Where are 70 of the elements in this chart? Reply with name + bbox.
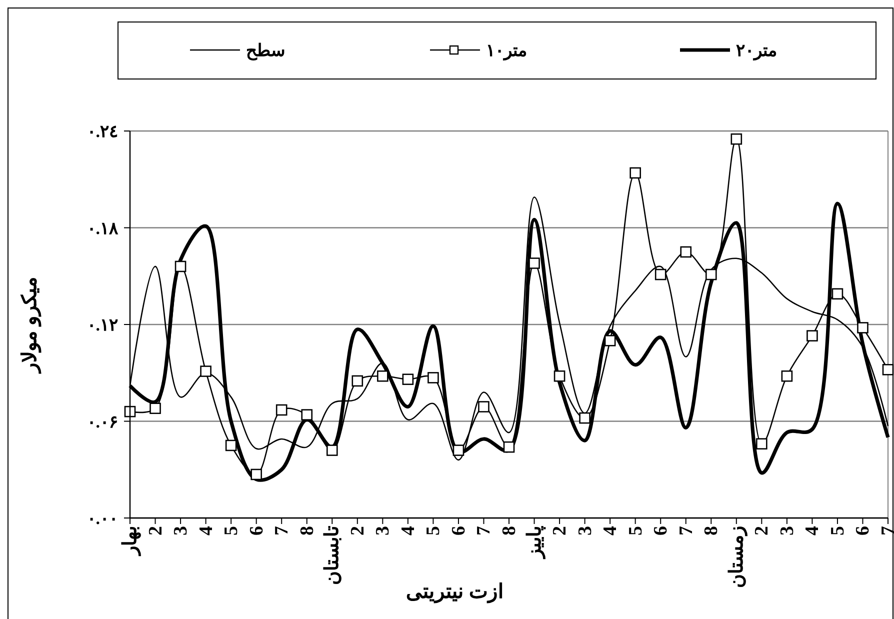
x-tick-label: 2 — [347, 526, 368, 536]
legend-label: ۱۰متر — [486, 41, 527, 61]
point — [225, 440, 237, 452]
x-tick-label: 8 — [701, 526, 722, 536]
y-tick-label: ۰.۰۶ — [86, 412, 118, 432]
point — [428, 372, 439, 384]
x-tick-label: تابستان — [322, 526, 344, 585]
point — [301, 409, 313, 420]
x-tick-label: 6 — [246, 526, 268, 536]
point — [781, 370, 793, 382]
point — [806, 330, 818, 342]
x-tick-label: 5 — [423, 526, 444, 536]
x-tick-label: 7 — [474, 526, 495, 536]
point — [528, 258, 540, 269]
point — [630, 167, 641, 179]
point — [705, 268, 717, 280]
point — [832, 288, 844, 300]
legend-label: سطح — [246, 41, 285, 61]
x-tick-label: 4 — [600, 526, 622, 536]
point — [730, 133, 742, 145]
x-tick-label: 2 — [550, 526, 571, 536]
x-tick-label: 3 — [776, 526, 798, 536]
x-tick-label: 2 — [752, 526, 773, 536]
x-tick-label: 4 — [398, 526, 419, 536]
x-tick-label: 2 — [145, 526, 166, 536]
x-tick-label: 8 — [296, 526, 318, 536]
x-tick-label: 6 — [852, 526, 874, 536]
x-tick-label: 4 — [196, 526, 217, 536]
point — [150, 402, 161, 414]
x-tick-label: 6 — [448, 526, 470, 536]
x-tick-label: 7 — [272, 526, 293, 536]
x-axis-title: ازت نیتریتی — [406, 581, 504, 604]
legend-label: ۲۰متر — [736, 41, 777, 61]
point — [174, 260, 186, 272]
point — [756, 438, 768, 450]
point — [402, 374, 414, 385]
x-tick-label: زمستان — [726, 526, 748, 588]
x-tick-label: پاییز — [524, 526, 546, 560]
x-tick-label: 6 — [650, 526, 672, 536]
point — [377, 370, 388, 382]
y-axis-title: میکرو مولار — [19, 276, 42, 374]
point — [276, 404, 288, 416]
point — [503, 441, 515, 453]
x-tick-label: 7 — [676, 526, 697, 536]
point — [250, 468, 262, 480]
point — [579, 412, 590, 424]
y-tick-label: ۰.۱۸ — [86, 218, 119, 238]
point — [326, 444, 338, 456]
x-tick-label: 5 — [625, 526, 646, 536]
x-tick-label: 3 — [170, 526, 192, 536]
point — [352, 375, 364, 387]
y-tick-label: ۰.۲٤ — [86, 122, 118, 141]
point — [452, 444, 464, 456]
x-tick-label: 5 — [827, 526, 848, 536]
x-tick-label: 8 — [499, 526, 520, 536]
point — [882, 364, 894, 376]
point — [478, 401, 490, 412]
x-tick-label: بهار — [120, 526, 141, 557]
point — [554, 370, 566, 382]
x-tick-label: 5 — [221, 526, 242, 536]
x-tick-label: 4 — [802, 526, 824, 536]
point — [654, 268, 666, 280]
point — [604, 334, 616, 346]
point — [200, 366, 212, 377]
y-tick-label: ۰.۱۲ — [86, 316, 118, 334]
y-tick-label: ۰.۰۰ — [86, 509, 118, 528]
point — [857, 322, 868, 334]
x-tick-label: 3 — [574, 526, 596, 536]
point — [680, 246, 692, 258]
x-tick-label: 3 — [372, 526, 394, 536]
